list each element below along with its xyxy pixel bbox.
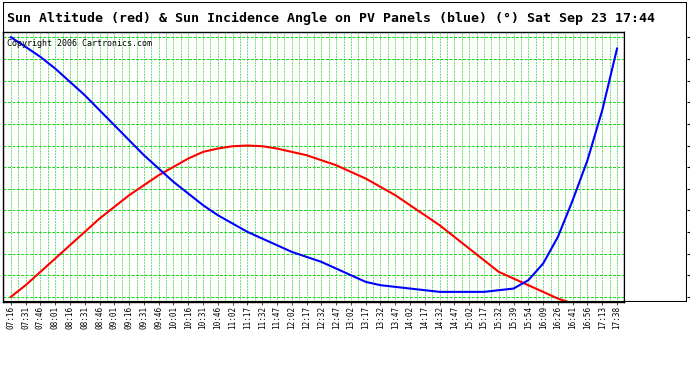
Text: Copyright 2006 Cartronics.com: Copyright 2006 Cartronics.com	[7, 39, 152, 48]
Text: Sun Altitude (red) & Sun Incidence Angle on PV Panels (blue) (°) Sat Sep 23 17:4: Sun Altitude (red) & Sun Incidence Angle…	[8, 12, 656, 25]
